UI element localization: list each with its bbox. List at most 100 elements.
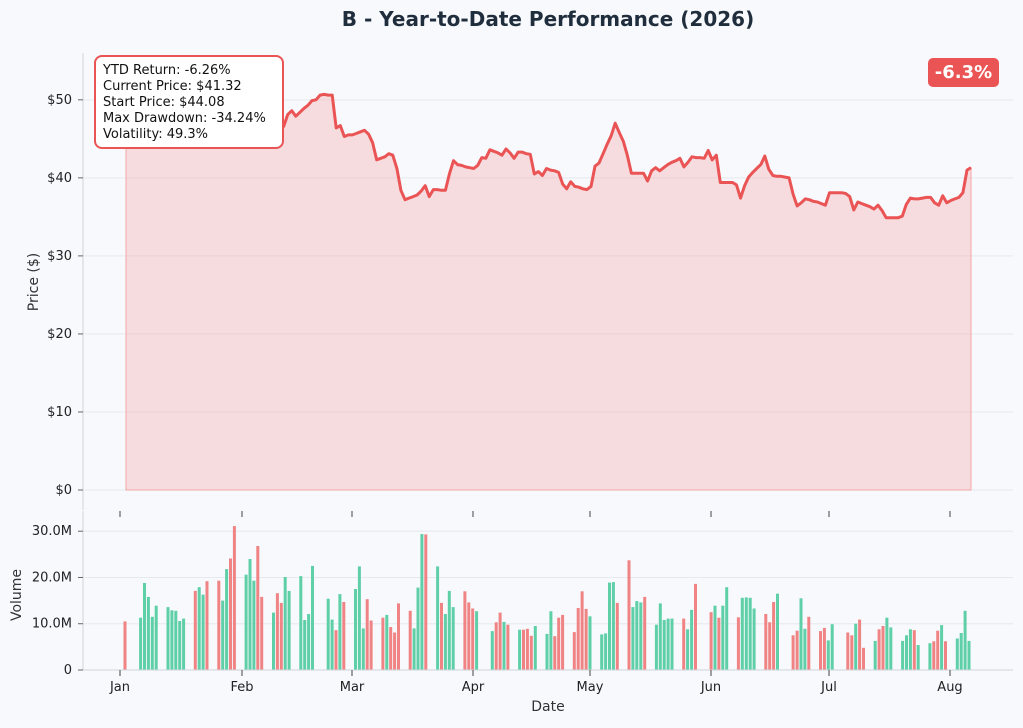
volume-bar [272, 612, 275, 670]
volume-bar [744, 597, 748, 670]
volume-bar [361, 628, 365, 670]
price-y-tick-label: $30 [47, 249, 72, 264]
volume-bar [201, 594, 205, 670]
volume-bar [721, 605, 725, 670]
volume-bar [576, 608, 580, 670]
volume-bar [643, 596, 647, 670]
volume-bar [197, 587, 201, 670]
volume-bar [858, 619, 862, 670]
volume-bar [604, 633, 608, 670]
volume-bar [854, 623, 858, 670]
date-x-tick-label: Jun [700, 680, 721, 695]
volume-y-tick-label: 30.0M [32, 524, 72, 539]
volume-y-tick-label: 20.0M [32, 570, 72, 585]
volume-bar [440, 602, 443, 670]
volume-bar [490, 631, 494, 670]
date-x-axis-label: Date [531, 699, 564, 715]
volume-bar [608, 582, 611, 670]
volume-bar [873, 640, 877, 670]
volume-bar [905, 635, 908, 670]
volume-bar [330, 619, 334, 670]
volume-bar [963, 610, 967, 670]
date-x-tick-label: Aug [937, 680, 962, 695]
volume-bar [654, 624, 658, 670]
date-x-ticks: Jan Feb Mar Apr May Jun Jul Aug [109, 511, 963, 695]
volume-bar [846, 632, 850, 670]
volume-bar [467, 602, 471, 670]
volume-bar [795, 630, 799, 670]
volume-bar [850, 635, 854, 670]
volume-bar [279, 602, 283, 670]
volume-bar [740, 597, 744, 670]
date-x-tick-label: Jul [820, 680, 837, 695]
volume-panel: 0 10.0M 20.0M 30.0M Jan Feb Mar Apr May Jun Jul Au… [9, 511, 1013, 715]
volume-bar [889, 627, 893, 670]
volume-bar [303, 620, 307, 670]
volume-bar [311, 565, 314, 670]
volume-bar [174, 610, 178, 670]
volume-bar [635, 601, 639, 670]
volume-bar [928, 643, 932, 670]
volume-bar [287, 590, 291, 670]
volume-bar [944, 641, 947, 670]
volume-bar [385, 614, 389, 670]
price-panel: $0 $10 $20 $30 $40 $50 Price ($) YTD Return: … [26, 53, 1013, 510]
volume-bar [525, 628, 529, 670]
volume-bar [725, 587, 729, 670]
volume-bar [772, 602, 776, 670]
volume-bar [908, 629, 912, 670]
volume-bar [244, 574, 248, 670]
volume-bar [561, 614, 565, 670]
volume-bar [686, 629, 690, 670]
volume-bar [709, 612, 713, 670]
volume-bar [248, 559, 252, 670]
volume-bar [326, 598, 330, 670]
volume-bar [690, 609, 694, 670]
volume-bar [791, 635, 795, 670]
volume-bar [694, 583, 697, 670]
volume-bar [143, 583, 146, 670]
volume-bar [557, 617, 561, 670]
volume-bar [260, 596, 264, 670]
price-y-tick-label: $40 [47, 171, 72, 186]
volume-bar [475, 611, 479, 670]
stats-max-drawdown: Max Drawdown: -34.24% [103, 111, 266, 126]
volume-bar [877, 629, 881, 670]
volume-bar [862, 647, 865, 670]
volume-bar [936, 630, 940, 670]
volume-bar [627, 560, 631, 670]
volume-bar [498, 612, 502, 670]
volume-bar [193, 590, 197, 670]
volume-bar [123, 621, 127, 670]
price-y-tick-label: $10 [47, 405, 72, 420]
volume-bar [764, 614, 768, 670]
volume-bar [369, 620, 373, 670]
volume-bar [139, 617, 143, 670]
volume-bar [580, 591, 584, 670]
volume-bar [205, 581, 209, 670]
volume-bar [768, 622, 772, 670]
price-y-tick-label: $50 [47, 93, 72, 108]
volume-bar [518, 629, 522, 670]
volume-bar [959, 633, 963, 670]
volume-bar [830, 624, 834, 670]
volume-bar [885, 617, 889, 670]
price-area-fill [125, 93, 972, 491]
volume-bar [967, 640, 971, 670]
volume-bar [639, 602, 643, 670]
volume-bar [713, 605, 717, 670]
volume-bar [463, 591, 467, 670]
volume-bar [424, 534, 428, 670]
volume-bar [436, 566, 440, 670]
volume-bar [443, 614, 447, 670]
volume-bar [256, 546, 260, 670]
volume-bar [365, 599, 369, 670]
stats-box: YTD Return: -6.26% Current Price: $41.32… [94, 55, 284, 149]
volume-bar [389, 627, 393, 670]
volume-bar [150, 616, 154, 670]
volume-bar [299, 576, 303, 670]
volume-bar [221, 600, 225, 670]
chart-title: B - Year-to-Date Performance (2026) [342, 7, 754, 31]
